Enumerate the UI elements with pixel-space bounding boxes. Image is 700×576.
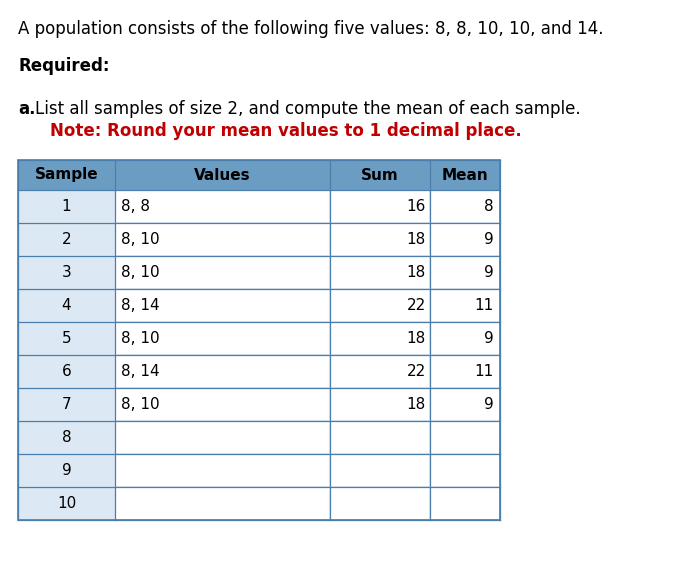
Bar [115,455,329,486]
Text: A population consists of the following five values: 8, 8, 10, 10, and 14.: A population consists of the following f… [18,20,603,38]
Text: 10: 10 [57,496,76,511]
Bar [330,290,429,321]
Bar [18,190,500,223]
Text: 9: 9 [484,265,494,280]
Bar [430,224,499,255]
Bar [430,356,499,387]
Text: 5: 5 [62,331,71,346]
Bar [115,191,329,222]
Bar [430,290,499,321]
Text: 8: 8 [484,199,494,214]
Text: 8, 10: 8, 10 [121,331,160,346]
Text: a.: a. [18,100,36,118]
Bar [330,257,429,288]
Text: 9: 9 [62,463,71,478]
Bar [115,356,329,387]
Bar [18,256,500,289]
Text: 8, 14: 8, 14 [121,298,160,313]
Text: 6: 6 [62,364,71,379]
Bar [430,323,499,354]
Text: 16: 16 [407,199,426,214]
Bar [115,224,329,255]
Bar [430,257,499,288]
Text: 18: 18 [407,397,426,412]
Text: List all samples of size 2, and compute the mean of each sample.: List all samples of size 2, and compute … [35,100,580,118]
Bar [330,422,429,453]
Bar [18,160,500,190]
Text: 9: 9 [484,331,494,346]
Bar [115,257,329,288]
Bar [18,421,500,454]
Text: Note: Round your mean values to 1 decimal place.: Note: Round your mean values to 1 decima… [50,122,522,140]
Bar [18,388,500,421]
Bar [18,322,500,355]
Text: 18: 18 [407,331,426,346]
Text: 18: 18 [407,265,426,280]
Text: 8, 10: 8, 10 [121,397,160,412]
Text: 4: 4 [62,298,71,313]
Text: 1: 1 [62,199,71,214]
Text: 7: 7 [62,397,71,412]
Text: Required:: Required: [18,57,109,75]
Text: Sum: Sum [361,168,399,183]
Bar [115,323,329,354]
Bar [330,356,429,387]
Bar [430,488,499,519]
Bar [330,389,429,420]
Text: 11: 11 [475,298,494,313]
Bar [115,389,329,420]
Text: 22: 22 [407,298,426,313]
Bar [330,488,429,519]
Bar [115,422,329,453]
Bar [18,223,500,256]
Text: 18: 18 [407,232,426,247]
Bar [430,422,499,453]
Bar [18,487,500,520]
Bar [430,389,499,420]
Text: 3: 3 [62,265,71,280]
Text: 8, 10: 8, 10 [121,265,160,280]
Text: 8, 10: 8, 10 [121,232,160,247]
Bar [18,160,500,520]
Bar [18,289,500,322]
Text: 8, 8: 8, 8 [121,199,150,214]
Bar [115,488,329,519]
Text: 8, 14: 8, 14 [121,364,160,379]
Bar [430,191,499,222]
Text: 2: 2 [62,232,71,247]
Bar [18,355,500,388]
Text: 22: 22 [407,364,426,379]
Text: Values: Values [194,168,251,183]
Text: 9: 9 [484,232,494,247]
Bar [330,224,429,255]
Bar [18,454,500,487]
Bar [330,191,429,222]
Bar [330,323,429,354]
Text: 11: 11 [475,364,494,379]
Text: Mean: Mean [442,168,489,183]
Bar [115,290,329,321]
Bar [430,455,499,486]
Bar [330,455,429,486]
Text: 9: 9 [484,397,494,412]
Text: 8: 8 [62,430,71,445]
Text: Sample: Sample [35,168,98,183]
